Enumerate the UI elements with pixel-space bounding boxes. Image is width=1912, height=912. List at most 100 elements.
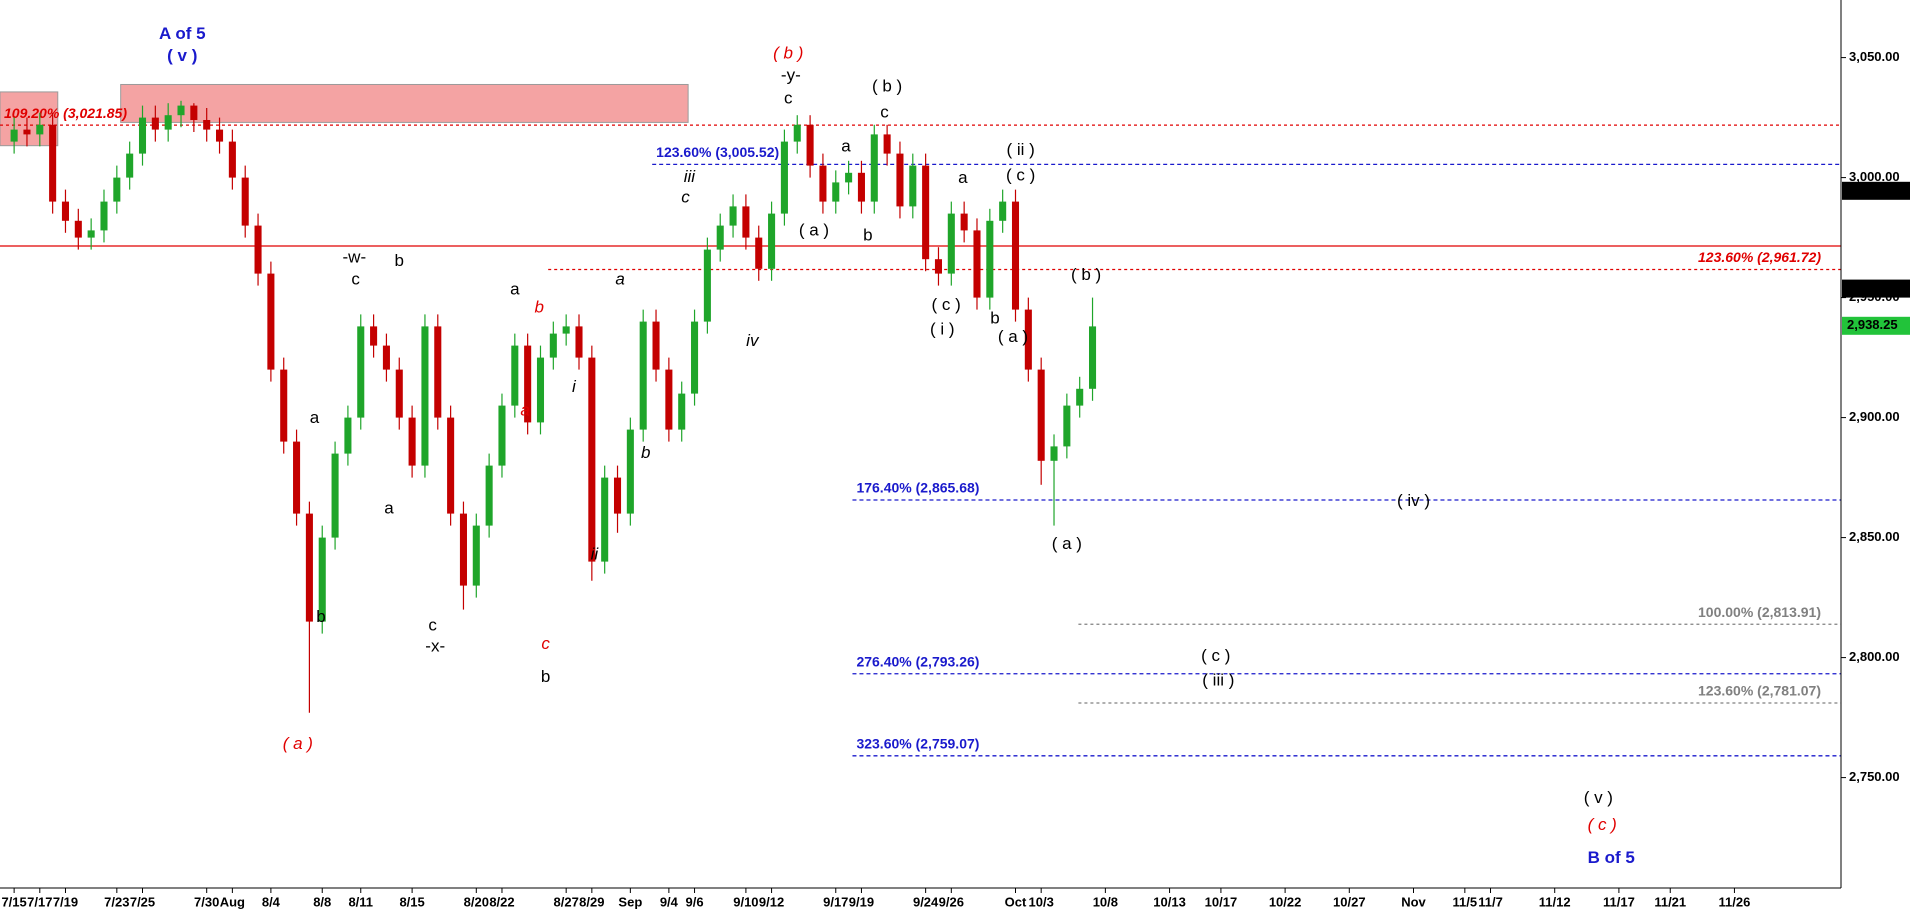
y-tick-label: 2,750.00: [1849, 769, 1900, 784]
candles: [10, 100, 1097, 713]
level-label: 100.00% (2,813.91): [1698, 604, 1821, 620]
y-tick-label: 3,000.00: [1849, 169, 1900, 184]
x-tick-label: 7/19: [53, 894, 78, 909]
candle-body: [947, 213, 955, 274]
candle-body: [755, 237, 763, 269]
candle-body: [742, 206, 750, 238]
level-label: 123.60% (2,961.72): [1698, 249, 1821, 265]
candle-body: [408, 417, 416, 466]
candle-body: [434, 326, 442, 418]
wave-label: a: [310, 408, 320, 427]
x-tick-label: 7/30: [194, 894, 219, 909]
candle-body: [126, 153, 134, 178]
candle-body: [562, 326, 570, 334]
candle-body: [870, 134, 878, 202]
candle-body: [203, 120, 211, 130]
price-tag-label: 2,953.75: [1847, 280, 1898, 295]
wave-label: b: [990, 309, 999, 328]
y-tick-label: 2,900.00: [1849, 409, 1900, 424]
wave-label: -w-: [343, 247, 367, 266]
price-tag: [1842, 181, 1910, 200]
candle-body: [601, 477, 609, 562]
candle-body: [10, 129, 18, 142]
x-tick-label: 10/13: [1153, 894, 1186, 909]
candle-body: [729, 206, 737, 226]
x-tick-label: 11/7: [1478, 894, 1503, 909]
candle-body: [716, 225, 724, 250]
candle-body: [241, 177, 249, 226]
candle-body: [575, 326, 583, 358]
candle-body: [768, 213, 776, 269]
wave-label: ( b ): [1071, 265, 1101, 284]
candle-body: [36, 124, 44, 135]
wave-label: a: [841, 136, 851, 155]
wave-label: a: [384, 498, 394, 517]
candle-body: [1089, 326, 1097, 389]
x-tick-label: 10/27: [1333, 894, 1366, 909]
wave-label: c: [351, 270, 360, 289]
x-tick-label: Aug: [220, 894, 245, 909]
wave-label: ( v ): [1584, 788, 1613, 807]
wave-label: ( c ): [1201, 646, 1230, 665]
candle-body: [652, 321, 660, 370]
wave-label: ( b ): [872, 76, 902, 95]
candle-body: [331, 453, 339, 538]
candle-body: [922, 165, 930, 260]
wave-label: c: [428, 616, 437, 635]
x-tick-label: 9/19: [849, 894, 874, 909]
candle-body: [357, 326, 365, 418]
zones: [0, 83, 689, 147]
level-label: 123.60% (2,781.07): [1698, 683, 1821, 699]
wave-label: ( c ): [932, 295, 961, 314]
price-tag-label: 2,994.50: [1847, 182, 1898, 197]
candle-body: [498, 405, 506, 466]
x-tick-label: 8/11: [348, 894, 373, 909]
candle-body: [421, 326, 429, 466]
x-tick-label: 8/22: [489, 894, 514, 909]
candle-body: [228, 141, 236, 178]
x-tick-label: 8/8: [313, 894, 331, 909]
x-tick-label: 8/4: [262, 894, 281, 909]
candle-body: [806, 124, 814, 166]
wave-label: a: [510, 279, 520, 298]
candle-body: [1076, 388, 1084, 406]
x-tick-label: 9/4: [660, 894, 679, 909]
x-tick-label: 8/20: [464, 894, 489, 909]
candle-body: [177, 105, 185, 116]
wave-label: a: [615, 270, 624, 289]
candle-body: [793, 124, 801, 142]
x-tick-label: 9/6: [686, 894, 704, 909]
x-tick-label: 10/8: [1093, 894, 1118, 909]
resistance-zone: [0, 91, 59, 147]
candle-body: [678, 393, 686, 430]
wave-label: c: [681, 188, 690, 207]
candle-body: [883, 134, 891, 154]
level-label: 123.60% (3,005.52): [656, 144, 779, 160]
wave-label: ( a ): [799, 221, 829, 240]
x-tick-label: 10/17: [1205, 894, 1238, 909]
candle-body: [549, 333, 557, 358]
candle-body: [511, 345, 519, 406]
wave-label: b: [395, 251, 404, 270]
x-tick-label: 9/24: [913, 894, 939, 909]
candle-body: [382, 345, 390, 370]
candle-body: [254, 225, 262, 274]
candle-body: [986, 220, 994, 298]
candle-body: [164, 115, 172, 130]
candle-body: [703, 249, 711, 322]
candle-body: [832, 182, 840, 202]
candle-body: [536, 357, 545, 423]
wave-label: ( a ): [283, 734, 313, 753]
x-tick-label: 11/21: [1654, 894, 1686, 909]
candle-body: [318, 537, 326, 622]
candle-body: [1024, 309, 1032, 370]
candle-body: [49, 124, 57, 202]
x-tick-label: Nov: [1401, 894, 1426, 909]
resistance-zone: [120, 83, 689, 123]
y-tick-label: 3,050.00: [1849, 49, 1900, 64]
candle-body: [305, 513, 313, 622]
candle-body: [845, 172, 853, 183]
candle-body: [934, 259, 943, 274]
candle-body: [999, 201, 1007, 221]
